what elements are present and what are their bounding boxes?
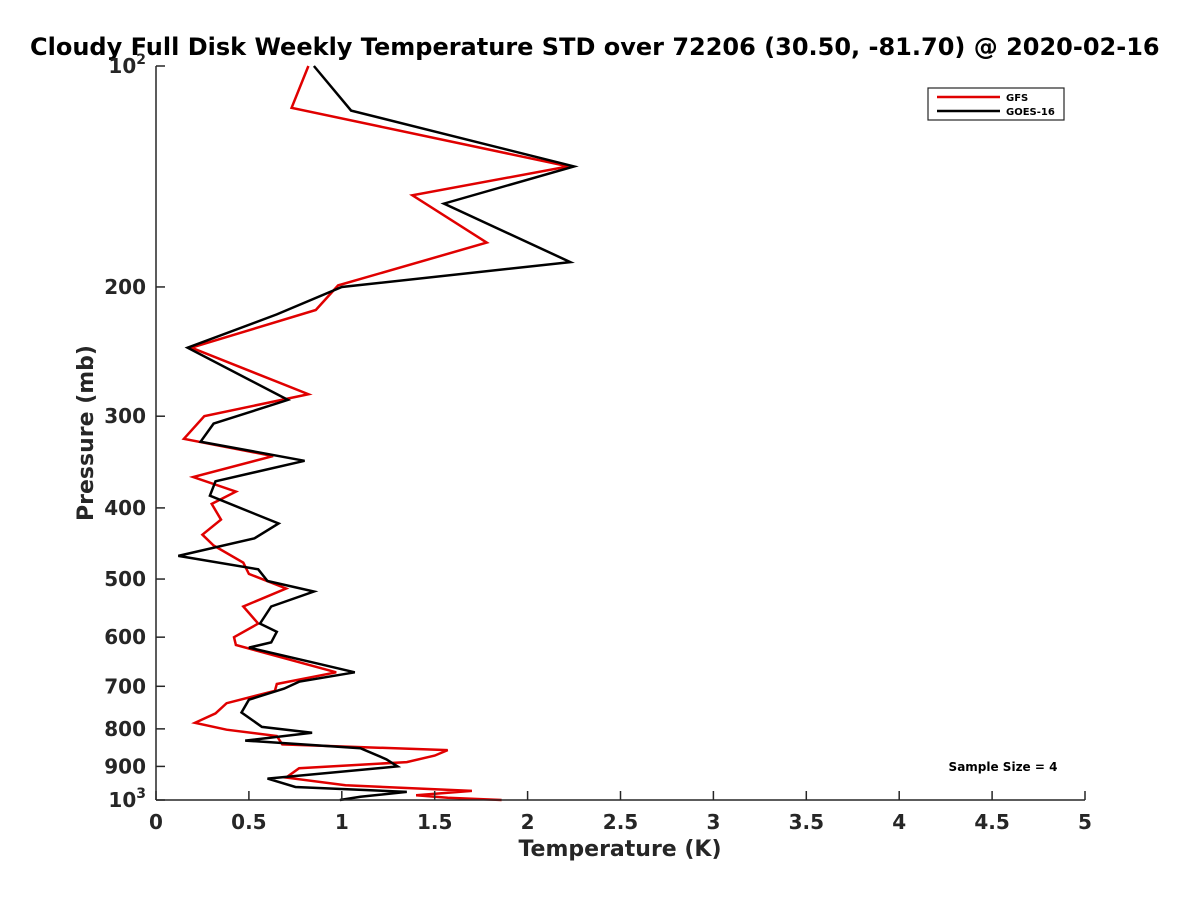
y-tick-label: 500 — [104, 567, 146, 591]
plot-lines — [178, 65, 579, 802]
x-tick-label: 1 — [335, 810, 349, 834]
legend-box — [927, 87, 1065, 121]
x-tick-label: 4.5 — [974, 810, 1009, 834]
x-tick-label: 5 — [1078, 810, 1092, 834]
x-tick-label: 2.5 — [603, 810, 638, 834]
legend-label-1: GOES-16 — [1006, 107, 1055, 118]
x-tick-label: 0.5 — [231, 810, 266, 834]
y-tick-label: 300 — [104, 404, 146, 428]
x-tick-label: 0 — [149, 810, 163, 834]
x-tick-label: 4 — [892, 810, 906, 834]
series-line-0 — [181, 65, 569, 802]
y-tick-label: 103 — [108, 786, 146, 812]
legend-label-0: GFS — [1006, 93, 1028, 104]
x-axis-label: Temperature (K) — [518, 837, 721, 862]
x-tick-label: 3 — [706, 810, 720, 834]
sample-size-annotation: Sample Size = 4 — [949, 760, 1058, 774]
x-tick-label: 3.5 — [789, 810, 824, 834]
y-tick-label: 700 — [104, 674, 146, 698]
legend: GFS GOES-16 — [927, 87, 1065, 121]
x-tick-label: 1.5 — [417, 810, 452, 834]
y-tick-label: 400 — [104, 496, 146, 520]
y-tick-label: 800 — [104, 717, 146, 741]
chart-title: Cloudy Full Disk Weekly Temperature STD … — [30, 33, 1160, 61]
x-tick-label: 2 — [521, 810, 535, 834]
y-tick-label: 600 — [104, 625, 146, 649]
y-tick-label: 200 — [104, 275, 146, 299]
y-tick-label: 102 — [108, 52, 146, 78]
tick-labels: 0 0.5 1 1.5 2 2.5 3 3.5 4 4.5 5 102 200 300 400 500 600 7… — [104, 52, 1092, 834]
series-line-1 — [178, 65, 579, 802]
y-axis-label: Pressure (mb) — [74, 345, 99, 521]
axes — [155, 65, 1086, 801]
y-tick-label: 900 — [104, 754, 146, 778]
